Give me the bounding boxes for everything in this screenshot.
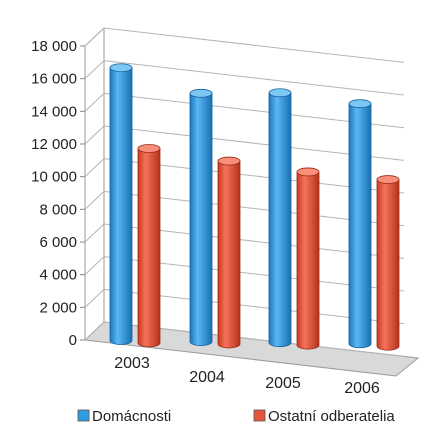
bar-top bbox=[376, 175, 400, 184]
y-tick-label: 12 000 bbox=[31, 136, 77, 153]
bar-body bbox=[268, 92, 292, 348]
bar-top bbox=[109, 63, 133, 73]
bar-top bbox=[137, 144, 161, 153]
bar-body bbox=[217, 160, 241, 349]
x-axis-ticks: 2003 2004 2005 2006 bbox=[114, 355, 380, 397]
bars bbox=[109, 63, 400, 351]
bar-body bbox=[137, 148, 161, 348]
gridline-side bbox=[84, 125, 105, 145]
bar-2005-0 bbox=[268, 88, 292, 348]
gridline-side bbox=[84, 190, 105, 210]
bar-body bbox=[189, 92, 213, 346]
y-tick-label: 18 000 bbox=[31, 38, 77, 55]
bar-2004-0 bbox=[189, 88, 213, 346]
bar-top bbox=[217, 156, 241, 166]
bar-2003-1 bbox=[137, 144, 161, 348]
gridline-side bbox=[84, 158, 105, 178]
y-tick-label: 4 000 bbox=[39, 267, 77, 284]
bar-top bbox=[348, 99, 372, 109]
y-tick-label: 6 000 bbox=[39, 234, 77, 251]
bar-body bbox=[348, 103, 372, 349]
gridline-side bbox=[84, 60, 105, 80]
y-tick-label: 16 000 bbox=[31, 71, 77, 88]
legend-swatch bbox=[253, 409, 266, 422]
x-tick-label: 2006 bbox=[344, 380, 380, 397]
gridline bbox=[103, 27, 405, 63]
y-axis-ticks: 0 2 000 4 000 6 000 8 000 10 000 12 000 14 000 1… bbox=[31, 38, 85, 349]
bar-top bbox=[268, 88, 292, 98]
y-tick-label: 10 000 bbox=[31, 169, 77, 186]
y-tick-label: 8 000 bbox=[39, 201, 77, 218]
bar-2004-1 bbox=[217, 156, 241, 349]
gridline-side bbox=[84, 256, 105, 276]
bar-2005-1 bbox=[296, 167, 320, 350]
x-tick-label: 2003 bbox=[114, 355, 150, 372]
bar-body bbox=[296, 171, 320, 350]
x-tick-label: 2004 bbox=[189, 369, 225, 386]
y-tick-label: 2 000 bbox=[39, 299, 77, 316]
gridline-side bbox=[84, 223, 105, 243]
bar-2006-1 bbox=[376, 175, 400, 351]
bar-body bbox=[109, 67, 133, 345]
gridline bbox=[103, 60, 405, 96]
y-tick-label: 0 bbox=[69, 332, 77, 349]
bar-body bbox=[376, 179, 400, 351]
bar-top bbox=[189, 88, 213, 98]
legend: Domácnosti Ostatní odberatelia bbox=[77, 408, 395, 425]
gridline-side bbox=[84, 321, 105, 341]
gridline-side bbox=[84, 27, 105, 47]
gridline-side bbox=[84, 288, 105, 308]
x-tick-label: 2005 bbox=[265, 375, 301, 392]
y-tick-label: 14 000 bbox=[31, 103, 77, 120]
legend-swatch bbox=[77, 409, 90, 422]
bar-2006-0 bbox=[348, 99, 372, 349]
bar-top bbox=[296, 167, 320, 177]
bar-2003-0 bbox=[109, 63, 133, 345]
legend-label: Domácnosti bbox=[92, 408, 171, 425]
legend-label: Ostatní odberatelia bbox=[268, 408, 395, 425]
gridline-side bbox=[84, 92, 105, 112]
